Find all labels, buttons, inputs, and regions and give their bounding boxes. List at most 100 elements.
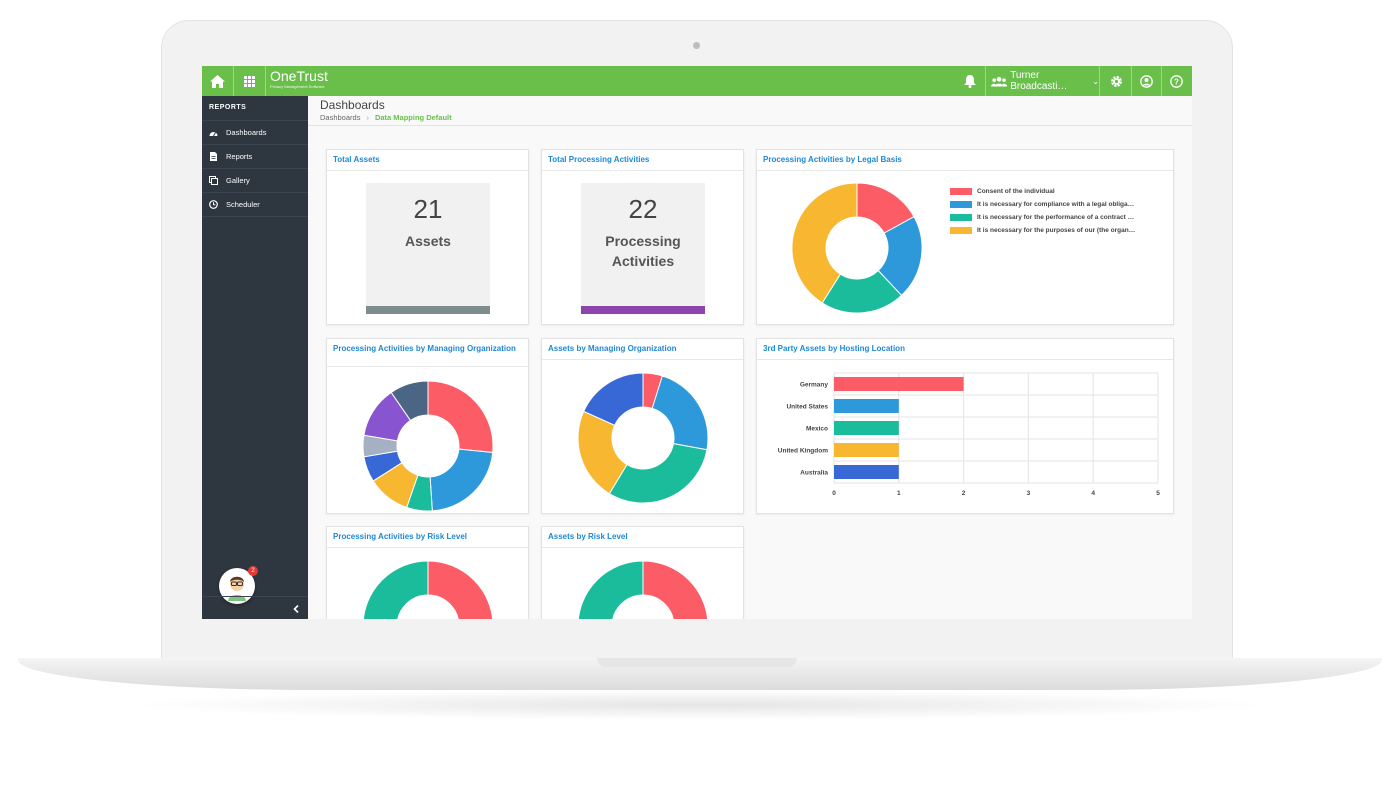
y-category-label: Australia — [800, 470, 828, 477]
donut-slice[interactable] — [642, 560, 709, 619]
donut-slice[interactable] — [577, 410, 628, 495]
legend-item[interactable]: It is necessary for the purposes of our … — [950, 225, 1135, 235]
organization-selector[interactable]: Turner Broadcasti… ⌄ — [985, 66, 1100, 96]
card-divider — [542, 359, 743, 360]
card-title[interactable]: Assets by Managing Organization — [548, 344, 677, 353]
bell-icon — [963, 74, 976, 88]
brand-logo[interactable]: OneTrust Privacy Management Software — [270, 69, 328, 90]
metric-label-line1: Processing — [605, 233, 681, 249]
bar[interactable] — [834, 421, 899, 435]
gear-icon — [1110, 75, 1122, 87]
metric-tile: 21 Assets — [366, 183, 490, 314]
breadcrumb-root[interactable]: Dashboards — [320, 113, 361, 122]
card-total-assets: Total Assets 21 Assets — [326, 149, 529, 325]
legend-item[interactable]: It is necessary for the performance of a… — [950, 212, 1134, 222]
pa-risk-donut-chart — [362, 560, 494, 619]
metric-bar — [581, 306, 705, 314]
card-title[interactable]: Processing Activities by Legal Basis — [763, 155, 902, 164]
sidebar-item-scheduler[interactable]: Scheduler — [202, 193, 308, 217]
donut-slice[interactable] — [583, 372, 644, 426]
legend-label: It is necessary for the purposes of our … — [977, 226, 1136, 234]
gallery-icon — [209, 176, 218, 185]
document-icon — [210, 152, 217, 161]
user-circle-icon — [1139, 74, 1153, 88]
metric-value: 21 — [413, 194, 443, 224]
card-title[interactable]: Total Assets — [333, 155, 380, 164]
bar[interactable] — [834, 399, 899, 413]
apps-grid-button[interactable] — [233, 66, 266, 96]
brand-subtitle: Privacy Management Software — [270, 84, 325, 89]
donut-slice[interactable] — [791, 182, 858, 304]
donut-slice[interactable] — [362, 560, 429, 619]
dashboard-icon — [209, 131, 218, 136]
card-divider — [757, 170, 1173, 171]
legend-item[interactable]: Consent of the individual — [950, 186, 1055, 196]
x-tick-label: 1 — [897, 490, 901, 497]
metric-tile: 22 Processing Activities — [581, 183, 705, 314]
profile-button[interactable] — [1131, 66, 1162, 96]
card-title[interactable]: Processing Activities by Managing Organi… — [333, 344, 516, 353]
card-title[interactable]: 3rd Party Assets by Hosting Location — [763, 344, 905, 353]
breadcrumb: Dashboards › Data Mapping Default — [320, 113, 452, 122]
card-assets-managing-organization: Assets by Managing Organization — [541, 338, 744, 514]
chevron-down-icon: ⌄ — [1092, 76, 1099, 86]
top-bar: OneTrust Privacy Management Software Tur… — [202, 66, 1192, 96]
card-pa-managing-organization: Processing Activities by Managing Organi… — [326, 338, 529, 514]
bar[interactable] — [834, 443, 899, 457]
apps-grid-icon — [243, 75, 255, 87]
donut-slice[interactable] — [651, 375, 709, 451]
chevron-left-icon — [293, 605, 299, 613]
home-icon — [210, 74, 225, 88]
legend-swatch — [950, 226, 972, 234]
bar[interactable] — [834, 465, 899, 479]
sidebar-item-reports[interactable]: Reports — [202, 145, 308, 169]
metric-label-line2: Activities — [611, 253, 675, 269]
legend-swatch — [950, 213, 972, 221]
sidebar-item-label: Dashboards — [226, 128, 267, 137]
x-tick-label: 5 — [1156, 490, 1160, 497]
legal-basis-donut-chart — [791, 182, 923, 314]
card-total-processing-activities: Total Processing Activities 22 Processin… — [541, 149, 744, 325]
main-content: Dashboards Dashboards › Data Mapping Defau… — [308, 96, 1192, 619]
bar[interactable] — [834, 377, 964, 391]
metric-label: Assets — [405, 233, 451, 249]
x-tick-label: 2 — [962, 490, 966, 497]
sidebar-item-gallery[interactable]: Gallery — [202, 169, 308, 193]
notifications-button[interactable] — [954, 66, 985, 96]
donut-slice[interactable] — [608, 443, 708, 504]
users-icon — [991, 76, 1008, 86]
pa-managing-org-donut-chart — [362, 380, 494, 512]
home-button[interactable] — [202, 66, 234, 96]
svg-text:?: ? — [1174, 77, 1179, 86]
donut-slice[interactable] — [390, 380, 429, 422]
settings-button[interactable] — [1101, 66, 1132, 96]
card-hosting-location: 3rd Party Assets by Hosting Location 0 1 2… — [756, 338, 1174, 514]
sidebar-item-label: Reports — [226, 152, 253, 161]
card-title[interactable]: Total Processing Activities — [548, 155, 650, 164]
help-button[interactable]: ? — [1161, 66, 1192, 96]
card-divider — [327, 366, 528, 367]
donut-slice[interactable] — [577, 560, 644, 619]
legend-item[interactable]: It is necessary for compliance with a le… — [950, 199, 1134, 209]
metric-bar — [366, 306, 490, 314]
sidebar-item-label: Scheduler — [226, 200, 260, 209]
x-tick-label: 3 — [1027, 490, 1031, 497]
card-pa-risk-level: Processing Activities by Risk Level — [326, 526, 529, 619]
app-screen: OneTrust Privacy Management Software Tur… — [202, 66, 1192, 619]
donut-slice[interactable] — [427, 380, 494, 454]
donut-slice[interactable] — [429, 448, 494, 512]
card-title[interactable]: Assets by Risk Level — [548, 532, 628, 541]
metric-value: 22 — [628, 194, 658, 224]
chevron-right-icon: › — [366, 113, 369, 122]
y-category-label: United Kingdom — [778, 448, 828, 455]
clock-icon — [209, 200, 218, 209]
card-divider — [542, 170, 743, 171]
notification-badge: 2 — [248, 566, 258, 576]
donut-slice[interactable] — [427, 560, 494, 619]
sidebar-item-dashboards[interactable]: Dashboards — [202, 121, 308, 145]
card-title[interactable]: Processing Activities by Risk Level — [333, 532, 467, 541]
camera-dot — [693, 42, 700, 49]
help-icon: ? — [1170, 74, 1183, 88]
x-tick-label: 4 — [1091, 490, 1095, 497]
collapse-sidebar-button[interactable] — [202, 596, 308, 619]
